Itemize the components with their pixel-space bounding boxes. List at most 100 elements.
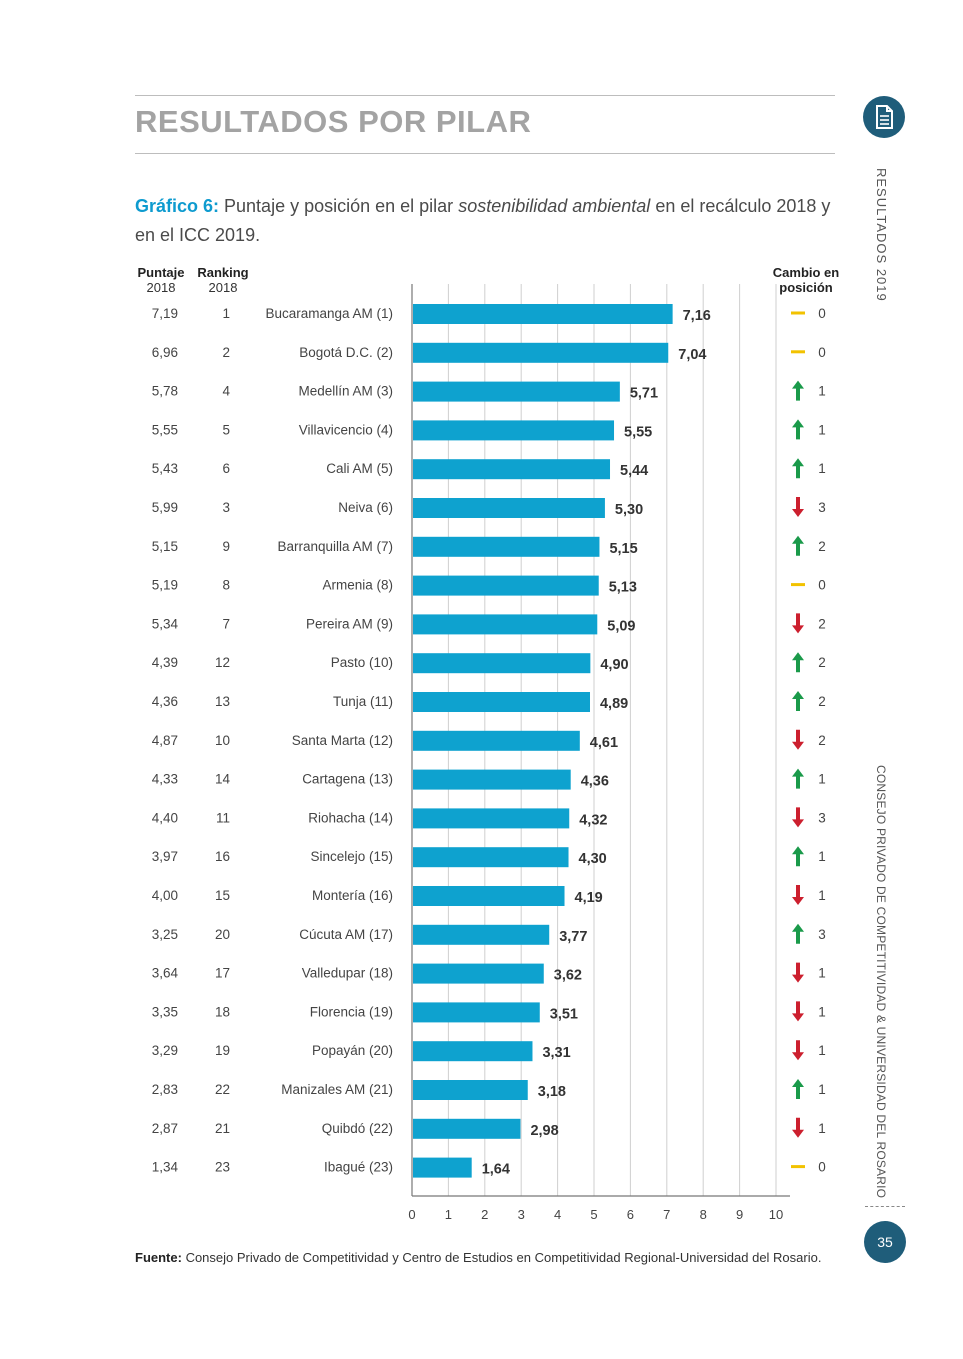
x-tick-label: 0 [408,1207,415,1222]
puntaje-2018-value: 5,55 [152,422,178,437]
puntaje-2018-value: 4,87 [152,733,178,748]
bar-value-label: 5,30 [615,502,643,518]
puntaje-2018-value: 4,39 [152,655,178,670]
bar-value-label: 5,15 [609,541,637,557]
bar [413,420,615,441]
x-tick-label: 10 [769,1207,783,1222]
section-title: RESULTADOS POR PILAR [135,104,532,139]
arrow-up-icon [792,846,804,867]
x-tick-label: 5 [590,1207,597,1222]
puntaje-2018-value: 5,43 [152,461,178,476]
ranking-2018-value: 13 [215,694,230,709]
x-tick-label: 8 [700,1207,707,1222]
chart-caption: Gráfico 6: Puntaje y posición en el pila… [135,192,840,250]
header-puntaje: Puntaje 2018 [131,265,191,295]
bar-value-label: 4,36 [581,774,609,790]
bar [413,536,600,557]
source-label: Fuente: [135,1250,182,1265]
bar-value-label: 3,62 [554,968,582,984]
bar-value-label: 5,09 [607,618,635,634]
puntaje-2018-value: 3,64 [152,966,179,981]
ranking-2018-value: 8 [222,578,230,593]
bar-value-label: 4,32 [579,812,607,828]
ranking-2018-value: 17 [215,966,230,981]
ranking-2018-value: 18 [215,1004,230,1019]
no-change-icon [791,311,805,315]
x-tick-label: 2 [481,1207,488,1222]
city-label: Pasto (10) [331,655,393,670]
puntaje-2018-value: 5,15 [152,539,178,554]
change-value: 3 [818,810,826,825]
bar [413,575,599,596]
source-text: Consejo Privado de Competitividad y Cent… [181,1250,822,1265]
bar [413,808,570,829]
header-cambio-line2: posición [779,280,833,295]
bar-value-label: 5,13 [609,580,637,596]
bar-value-label: 3,18 [538,1084,566,1100]
puntaje-2018-value: 3,29 [152,1043,178,1058]
x-tick-label: 3 [518,1207,525,1222]
puntaje-2018-value: 6,96 [152,345,178,360]
page-number: 35 [864,1221,906,1263]
ranking-2018-value: 4 [222,384,230,399]
bar [413,653,591,674]
x-tick-label: 6 [627,1207,634,1222]
city-label: Ibagué (23) [324,1160,393,1175]
arrow-up-icon [792,768,804,789]
puntaje-2018-value: 4,00 [152,888,178,903]
change-value: 1 [818,1004,826,1019]
arrow-down-icon [792,1001,804,1022]
arrow-up-icon [792,535,804,556]
ranking-2018-value: 14 [215,772,231,787]
puntaje-2018-value: 3,35 [152,1004,178,1019]
ranking-2018-value: 12 [215,655,230,670]
bar [413,459,611,480]
city-label: Santa Marta (12) [292,733,393,748]
bar [413,304,673,324]
ranking-2018-value: 16 [215,849,230,864]
bar [413,1002,540,1023]
city-label: Bogotá D.C. (2) [299,345,393,360]
puntaje-2018-value: 2,83 [152,1082,178,1097]
bar [413,730,580,751]
puntaje-2018-value: 5,19 [152,578,178,593]
ranking-2018-value: 19 [215,1043,230,1058]
caption-text-after: en el recálculo 2018 y en el ICC 2019. [135,196,831,245]
bar-value-label: 4,90 [600,657,628,673]
arrow-up-icon [792,923,804,944]
arrow-down-icon [792,613,804,634]
bar [413,342,669,363]
x-tick-label: 4 [554,1207,561,1222]
change-value: 1 [818,772,826,787]
no-change-icon [791,583,805,587]
ranking-2018-value: 20 [215,927,230,942]
arrow-down-icon [792,729,804,750]
puntaje-2018-value: 3,97 [152,849,178,864]
change-value: 0 [818,306,826,321]
arrow-down-icon [792,1040,804,1061]
arrow-up-icon [792,652,804,673]
city-label: Florencia (19) [310,1004,393,1019]
ranking-2018-value: 21 [215,1121,230,1136]
city-label: Cúcuta AM (17) [299,927,393,942]
change-value: 1 [818,849,826,864]
ranking-2018-value: 11 [216,810,230,825]
city-label: Popayán (20) [312,1043,393,1058]
bar-value-label: 1,64 [482,1162,510,1178]
change-value: 1 [818,1082,826,1097]
city-label: Quibdó (22) [322,1121,393,1136]
puntaje-2018-value: 3,25 [152,927,178,942]
bar-value-label: 5,44 [620,463,648,479]
page-divider [865,1206,905,1207]
side-text-bottom: CONSEJO PRIVADO DE COMPETITIVIDAD & UNIV… [874,765,888,1199]
ranking-2018-value: 5 [222,422,230,437]
bar [413,924,550,945]
arrow-up-icon [792,458,804,479]
city-label: Riohacha (14) [308,810,393,825]
caption-label: Gráfico 6: [135,196,220,216]
city-label: Armenia (8) [322,578,393,593]
ranking-2018-value: 6 [222,461,230,476]
puntaje-2018-value: 1,34 [152,1160,179,1175]
ranking-2018-value: 10 [215,733,230,748]
puntaje-2018-value: 4,40 [152,810,178,825]
